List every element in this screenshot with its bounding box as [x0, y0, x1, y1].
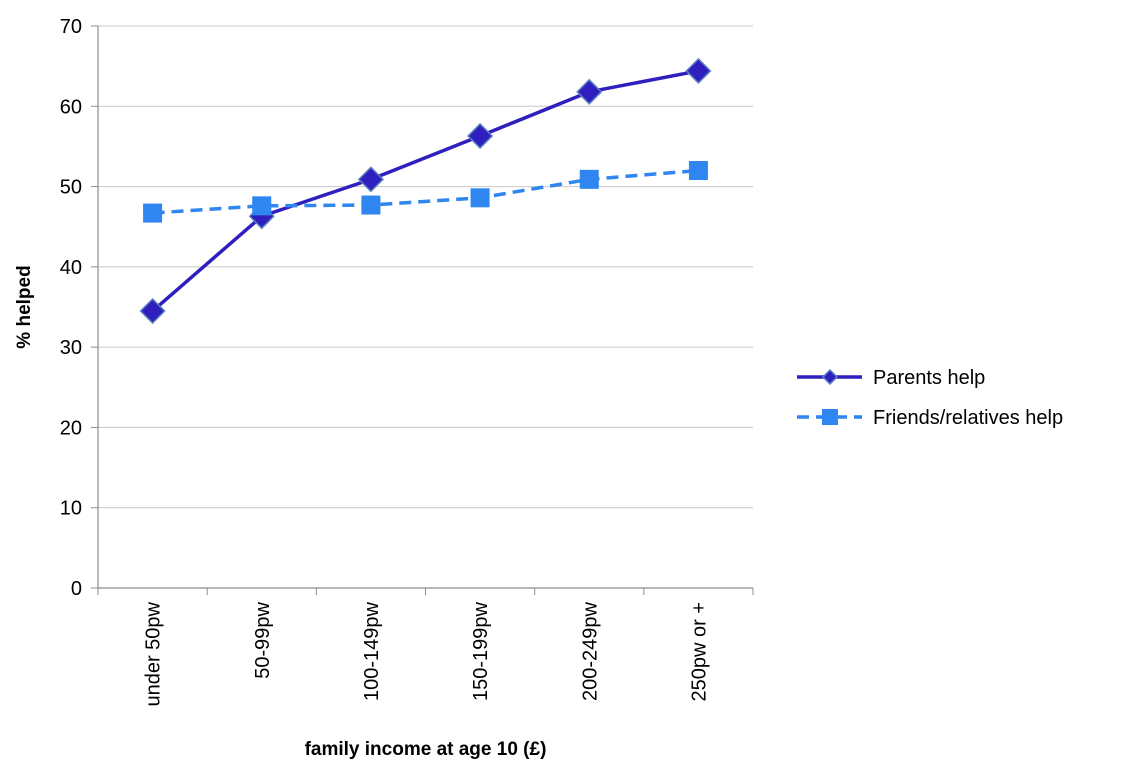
series-layer	[139, 57, 712, 325]
legend-label: Friends/relatives help	[873, 407, 1063, 429]
series-line	[151, 69, 699, 313]
x-tick-label: 250pw or +	[688, 602, 710, 702]
legend: Parents help Friends/relatives help	[797, 367, 1063, 429]
legend-marker	[822, 409, 838, 425]
y-tick-label: 40	[60, 257, 82, 279]
axes	[91, 25, 754, 595]
data-point	[576, 78, 603, 105]
y-tick-label: 60	[60, 96, 82, 118]
series-1	[143, 161, 708, 223]
y-tick-label: 70	[60, 16, 82, 38]
legend-item: Parents help	[797, 367, 985, 389]
data-point	[470, 188, 490, 208]
data-point	[139, 297, 166, 325]
data-point	[688, 161, 708, 181]
y-tick-labels: 0 10 20 30 40 50 60 70	[60, 16, 82, 600]
y-axis-label: % helped	[14, 265, 35, 348]
y-tick-label: 10	[60, 498, 82, 520]
y-tick-label: 0	[71, 578, 82, 600]
legend-label: Parents help	[873, 367, 985, 389]
y-tick-label: 30	[60, 337, 82, 359]
y-tick-label: 50	[60, 177, 82, 199]
data-point	[252, 196, 272, 216]
data-point	[685, 57, 712, 85]
x-tick-label: under 50pw	[143, 601, 165, 706]
x-tick-label: 150-199pw	[470, 601, 492, 701]
x-tick-label: 100-149pw	[361, 601, 383, 701]
x-axis-label: family income at age 10 (£)	[305, 739, 547, 760]
legend-marker	[821, 368, 839, 386]
series-line	[152, 168, 699, 215]
data-point	[357, 166, 384, 193]
x-tick-labels: under 50pw 50-99pw 100-149pw 150-199pw 200-2…	[143, 601, 711, 706]
x-tick-label: 50-99pw	[252, 601, 274, 678]
data-point	[143, 203, 163, 223]
data-point	[361, 195, 381, 215]
grid-lines	[98, 25, 753, 509]
series-0	[139, 57, 712, 325]
data-point	[579, 169, 599, 189]
data-point	[467, 122, 494, 150]
legend-item: Friends/relatives help	[797, 407, 1063, 429]
x-tick-label: 200-249pw	[579, 601, 601, 701]
y-tick-label: 20	[60, 417, 82, 439]
